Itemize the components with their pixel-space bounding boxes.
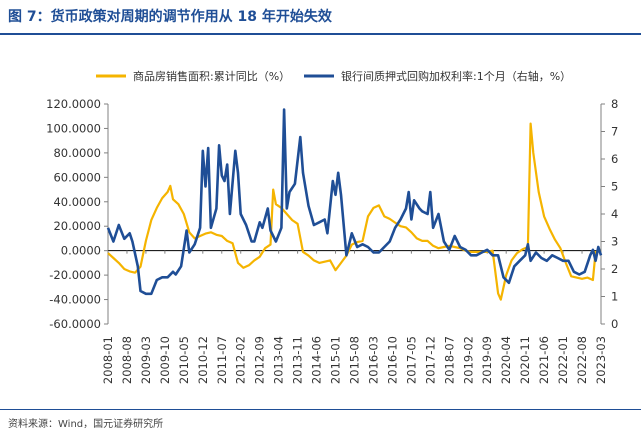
y-left-tick-label: 80.0000 [53,146,101,160]
y-right-tick-label: 7 [611,125,618,139]
x-tick-label: 2021-06 [537,336,551,384]
x-tick-label: 2020-11 [518,336,532,384]
legend-label-sales: 商品房销售面积:累计同比（%） [133,69,290,83]
x-tick-label: 2020-04 [499,336,513,384]
x-tick-label: 2010-12 [196,336,210,384]
y-left-tick-label: -40.0000 [49,293,101,307]
x-tick-label: 2019-09 [480,336,494,384]
x-tick-label: 2019-02 [461,336,475,384]
x-tick-label: 2022-08 [575,336,589,384]
y-left-tick-label: -60.0000 [49,317,101,331]
x-tick-label: 2009-03 [139,336,153,384]
x-tick-label: 2012-02 [234,336,248,384]
chart-legend: 商品房销售面积:累计同比（%） 银行间质押式回购加权利率:1个月（右轴，%） [96,69,571,83]
y-right-tick-label: 4 [611,207,618,221]
x-tick-label: 2016-10 [385,336,399,384]
x-tick-label: 2022-01 [556,336,570,384]
y-right-tick-label: 3 [611,235,618,249]
y-left-tick-label: 100.0000 [46,121,101,135]
y-right-tick-label: 1 [611,290,618,304]
x-tick-label: 2018-07 [442,336,456,384]
x-tick-label: 2010-05 [177,336,191,384]
chart-axes: 120.0000100.000080.000060.000040.000020.… [46,97,618,384]
legend-label-repo: 银行间质押式回购加权利率:1个月（右轴，%） [341,69,571,83]
x-tick-label: 2015-08 [348,336,362,384]
y-left-tick-label: 120.0000 [46,97,101,111]
x-tick-label: 2023-03 [594,336,608,384]
chart-series [106,108,603,301]
y-right-tick-label: 6 [611,152,618,166]
x-tick-label: 2013-04 [272,336,286,384]
source-note: 资料来源：Wind，国元证券研究所 [8,419,164,430]
x-tick-label: 2016-03 [366,336,380,384]
footer-divider [0,409,641,410]
y-right-tick-label: 2 [611,262,618,276]
y-left-tick-label: 40.0000 [53,195,101,209]
title-divider [0,33,641,35]
y-right-tick-label: 8 [611,97,618,111]
y-left-tick-label: 0.0000 [61,244,101,258]
y-left-tick-label: 60.0000 [53,170,101,184]
x-tick-label: 2015-01 [329,336,343,384]
x-tick-label: 2012-09 [253,336,267,384]
y-left-tick-label: 20.0000 [53,219,101,233]
x-tick-label: 2017-05 [404,336,418,384]
x-tick-label: 2009-10 [158,336,172,384]
x-tick-label: 2011-07 [215,336,229,384]
y-right-tick-label: 0 [611,317,618,331]
x-tick-label: 2008-01 [101,336,115,384]
y-left-tick-label: -20.0000 [49,268,101,282]
series-line-sales-area [107,122,602,301]
x-tick-label: 2008-08 [120,336,134,384]
x-tick-label: 2014-06 [310,336,324,384]
chart-title: 图 7：货币政策对周期的调节作用从 18 年开始失效 [8,9,332,25]
x-tick-label: 2013-11 [291,336,305,384]
series-line-repo-rate [106,108,603,296]
y-right-tick-label: 5 [611,180,618,194]
x-tick-label: 2017-12 [423,336,437,384]
